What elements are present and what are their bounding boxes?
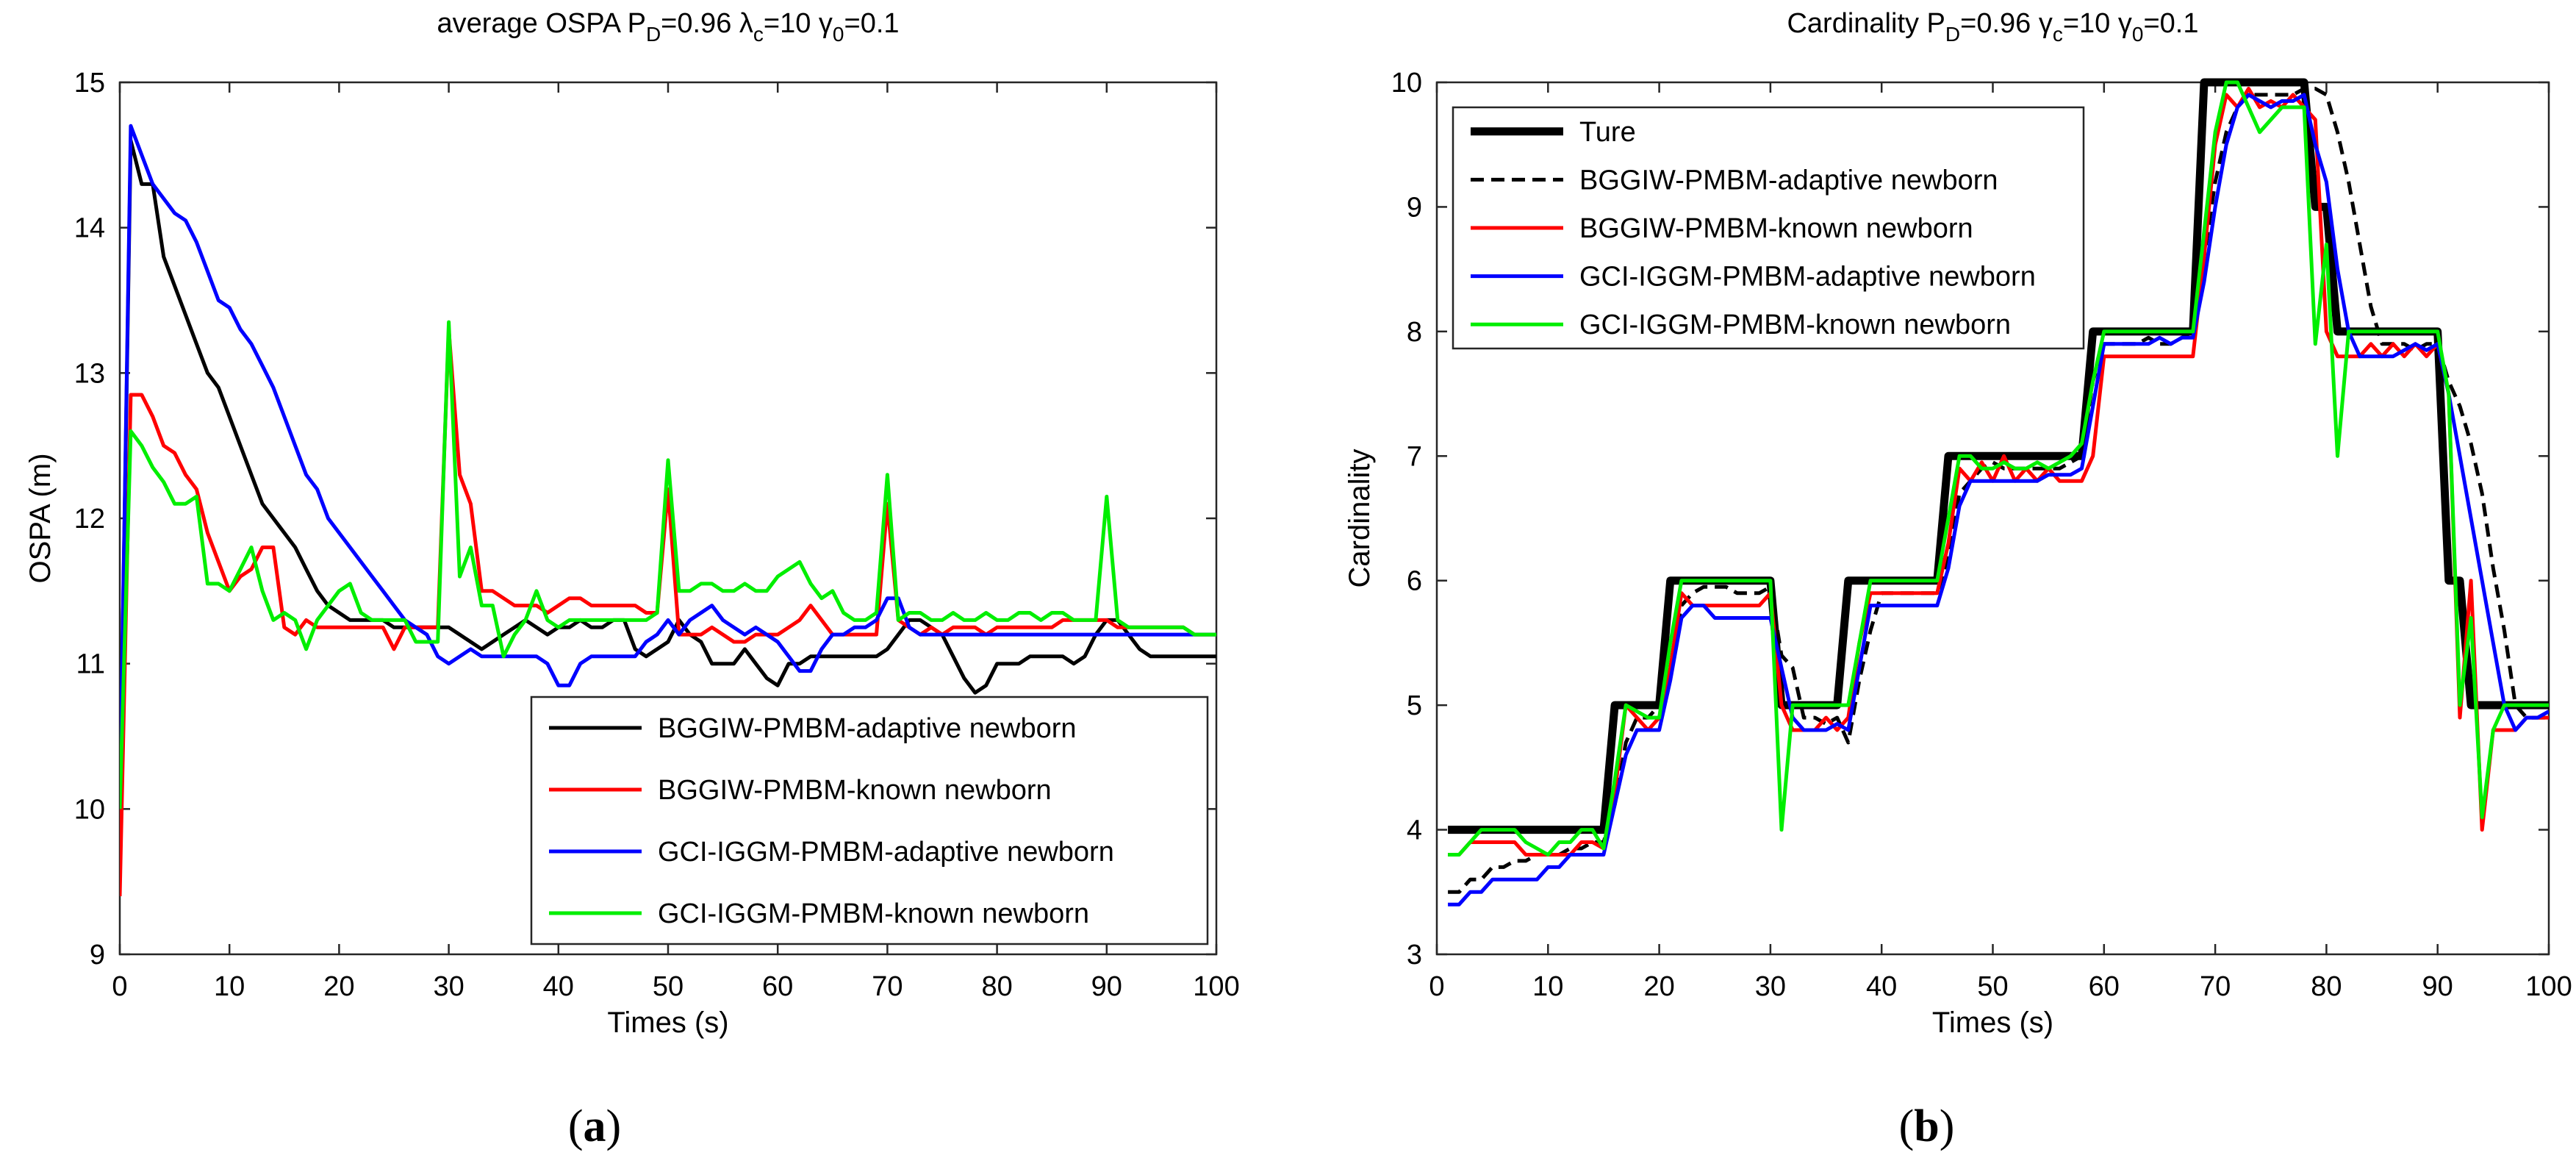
x-tick-label: 40 (1866, 971, 1897, 1002)
y-tick-label: 12 (74, 504, 105, 535)
x-tick-label: 10 (1532, 971, 1563, 1002)
title-segment: =0.1 (2143, 8, 2198, 39)
legend-label: GCI-IGGM-PMBM-adaptive newborn (1579, 262, 2036, 293)
legend-label: GCI-IGGM-PMBM-known newborn (1579, 310, 2011, 340)
x-tick-label: 40 (543, 971, 574, 1002)
x-tick-label: 0 (1429, 971, 1444, 1002)
legend-label: BGGIW-PMBM-known newborn (1579, 213, 1973, 244)
x-tick-label: 30 (1755, 971, 1786, 1002)
y-axis-label: Cardinality (1343, 449, 1376, 588)
series-line-0 (120, 138, 1216, 809)
title-segment: average OSPA P (437, 8, 645, 39)
x-tick-label: 60 (762, 971, 793, 1002)
chart-panel-0: 0 10 20 30 40 50 60 70 80 90 100 9 10 11 12 13 14 15 Times… (24, 8, 1240, 1151)
panel-label-close: ) (1940, 1101, 1955, 1151)
y-tick-label: 5 (1407, 690, 1422, 721)
x-tick-label: 50 (653, 971, 684, 1002)
y-tick-label: 15 (74, 68, 105, 99)
series-line-3 (120, 320, 1216, 809)
x-tick-label: 60 (2089, 971, 2120, 1002)
x-tick-label: 20 (323, 971, 354, 1002)
legend-label: GCI-IGGM-PMBM-known newborn (658, 898, 1089, 929)
series-line-3 (1448, 93, 2549, 907)
title-segment: =10 γ (764, 8, 833, 39)
x-axis-label: Times (s) (607, 1007, 728, 1039)
legend-label: BGGIW-PMBM-adaptive newborn (1579, 165, 1998, 196)
x-tick-label: 100 (1193, 971, 1239, 1002)
legend: BGGIW-PMBM-adaptive newborn BGGIW-PMBM-kn… (530, 696, 1209, 945)
title-segment: =0.1 (844, 8, 900, 39)
legend-box (530, 696, 1209, 945)
panel-label-letter: a (584, 1101, 606, 1151)
x-tick-label: 90 (2422, 971, 2453, 1002)
panel-label-open: ( (1899, 1101, 1915, 1151)
panel-label-close: ) (606, 1101, 622, 1151)
title-segment: Cardinality P (1787, 8, 1945, 39)
y-tick-label: 4 (1407, 815, 1422, 846)
y-tick-label: 8 (1407, 317, 1422, 348)
series-line-0 (1448, 78, 2549, 834)
chart-title: Cardinality PD=0.96 γc=10 γ0=0.1 (1787, 8, 2198, 46)
title-subscript: c (753, 23, 764, 46)
x-tick-label: 20 (1643, 971, 1674, 1002)
y-tick-label: 9 (90, 940, 105, 970)
panel-label: (a) (568, 1101, 621, 1151)
x-tick-label: 90 (1091, 971, 1122, 1002)
x-tick-label: 70 (872, 971, 903, 1002)
title-subscript: 0 (2132, 23, 2144, 46)
x-tick-label: 10 (214, 971, 245, 1002)
title-subscript: 0 (833, 23, 844, 46)
title-segment: =0.96 λ (661, 8, 753, 39)
y-tick-label: 14 (74, 213, 105, 244)
panel-label: (b) (1899, 1101, 1955, 1151)
y-tick-label: 10 (1391, 68, 1422, 99)
y-tick-label: 6 (1407, 566, 1422, 597)
series-line-2 (120, 124, 1216, 809)
title-segment: =0.96 γ (1960, 8, 2053, 39)
x-tick-label: 80 (981, 971, 1012, 1002)
legend-label: GCI-IGGM-PMBM-adaptive newborn (658, 837, 1114, 868)
x-tick-label: 80 (2311, 971, 2342, 1002)
x-tick-label: 0 (112, 971, 127, 1002)
y-tick-label: 7 (1407, 441, 1422, 472)
title-subscript: D (1945, 23, 1960, 46)
y-axis-label: OSPA (m) (24, 453, 57, 583)
panel-label-letter: b (1914, 1101, 1939, 1151)
x-tick-label: 30 (433, 971, 464, 1002)
x-axis-label: Times (s) (1932, 1007, 2053, 1039)
y-tick-label: 13 (74, 358, 105, 389)
legend-label: Ture (1579, 117, 1636, 148)
y-tick-label: 11 (76, 649, 105, 680)
legend: Ture BGGIW-PMBM-adaptive newborn BGGIW-PMB… (1452, 106, 2085, 350)
legend-label: BGGIW-PMBM-adaptive newborn (658, 713, 1077, 744)
x-tick-label: 70 (2200, 971, 2231, 1002)
legend-label: BGGIW-PMBM-known newborn (658, 775, 1052, 806)
chart-panel-1: 0 10 20 30 40 50 60 70 80 90 100 3 4 5 6 7 8 9 10 Times (s)… (1343, 8, 2572, 1151)
title-segment: =10 γ (2063, 8, 2132, 39)
panel-label-open: ( (568, 1101, 584, 1151)
x-tick-label: 100 (2525, 971, 2572, 1002)
x-tick-label: 50 (1977, 971, 2008, 1002)
series-line-1 (120, 327, 1216, 896)
series-line-2 (1448, 87, 2549, 857)
y-tick-label: 10 (74, 794, 105, 825)
series-line-4 (1448, 80, 2549, 857)
title-subscript: D (646, 23, 661, 46)
title-subscript: c (2053, 23, 2063, 46)
chart-title: average OSPA PD=0.96 λc=10 γ0=0.1 (437, 8, 899, 46)
y-tick-label: 9 (1407, 192, 1422, 223)
y-tick-label: 3 (1407, 940, 1422, 970)
